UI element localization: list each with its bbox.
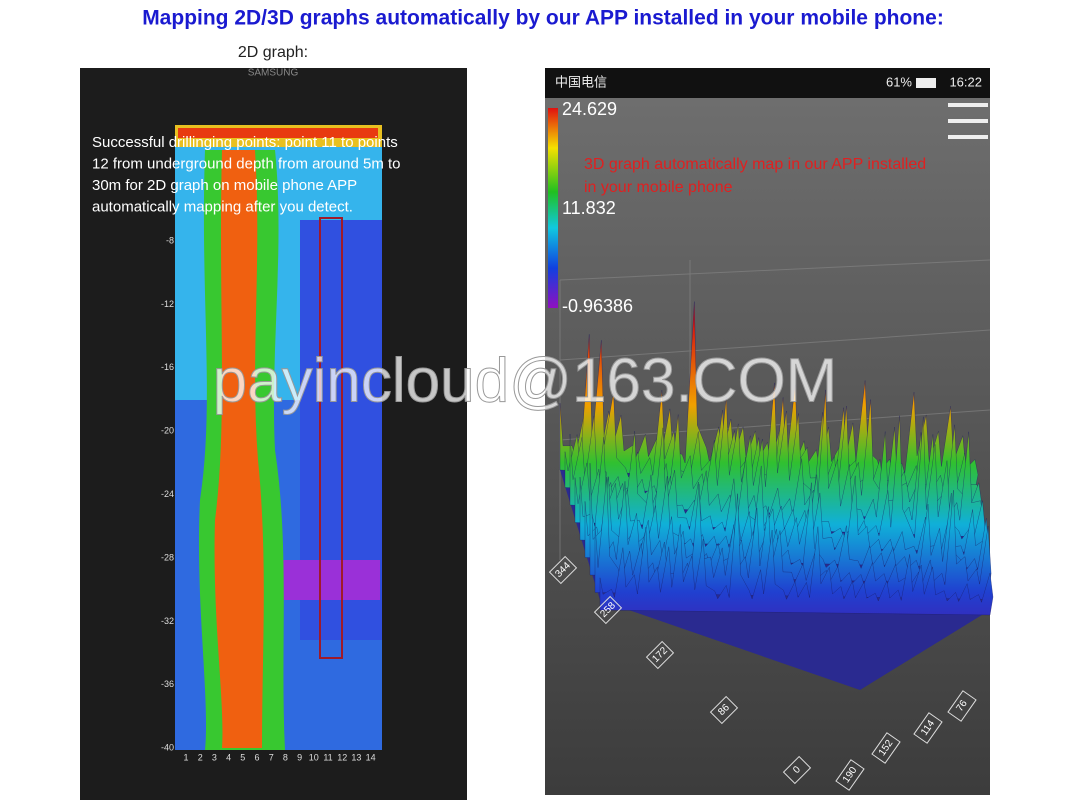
y-label: -24 (161, 489, 174, 499)
highlight-box (319, 217, 343, 659)
axis-label-box (835, 759, 865, 791)
colorbar-label: 11.832 (562, 198, 616, 218)
surface-row (599, 493, 994, 616)
x-label: 6 (254, 752, 259, 762)
axis-label-box (782, 755, 812, 785)
y-label: -40 (161, 743, 174, 753)
x-label: 1 (183, 752, 188, 762)
brand: SAMSUNG (248, 68, 299, 79)
x-label: 4 (226, 752, 231, 762)
watermark: payincloud@163.COM (213, 346, 838, 415)
x-label: 10 (309, 752, 319, 762)
axis-label-box (913, 712, 943, 744)
y-label: -32 (161, 616, 174, 626)
note-line: 3D graph automatically map in our APP in… (584, 156, 926, 173)
x-label: 7 (269, 752, 274, 762)
x-label: 3 (212, 752, 217, 762)
note-line: in your mobile phone (584, 179, 733, 196)
x-label: 14 (366, 752, 376, 762)
axis-label-box (871, 732, 901, 764)
y-label: -16 (161, 362, 174, 372)
caption: 2D graph: (238, 44, 308, 61)
axis-label-box (947, 690, 977, 722)
right-phone: 中国电信 61% 16:22 24.629 11.832 -0.96386 3D g… (545, 68, 994, 795)
x-label: 9 (297, 752, 302, 762)
battery-icon (916, 78, 936, 88)
x-label: 11 (323, 752, 332, 762)
y-label: -36 (161, 679, 174, 689)
heatmap-red (214, 150, 264, 748)
description-line: 12 from underground depth from around 5m… (92, 155, 401, 172)
y-label: -20 (161, 426, 174, 436)
grid-line (559, 259, 991, 281)
grid-line (559, 329, 991, 361)
heatmap-purple (280, 560, 380, 600)
y-label: -12 (161, 299, 174, 309)
x-label: 13 (351, 752, 361, 762)
heatmap-top (178, 128, 378, 138)
axis-label-box (709, 695, 739, 725)
axis-label-box (593, 595, 623, 625)
colorbar-label: 24.629 (562, 99, 617, 119)
y-label: -8 (166, 235, 174, 245)
axis-label-box (645, 640, 675, 670)
carrier: 中国电信 (555, 74, 607, 89)
x-label: 12 (337, 752, 347, 762)
x-label: 2 (198, 752, 203, 762)
x-label: 8 (283, 752, 288, 762)
battery: 61% (886, 74, 912, 89)
description-line: Successful drillinging points: point 11 … (92, 134, 398, 151)
description-line: 30m for 2D graph on mobile phone APP (92, 177, 357, 194)
menu-icon[interactable] (948, 103, 988, 139)
time: 16:22 (949, 74, 982, 89)
colorbar-label: -0.96386 (562, 296, 633, 316)
x-label: 5 (240, 752, 245, 762)
axis-label-box (548, 555, 578, 585)
page-title: Mapping 2D/3D graphs automatically by ou… (142, 7, 944, 30)
description-line: automatically mapping after you detect. (92, 198, 353, 215)
colorbar (548, 108, 558, 308)
y-label: -28 (161, 552, 174, 562)
